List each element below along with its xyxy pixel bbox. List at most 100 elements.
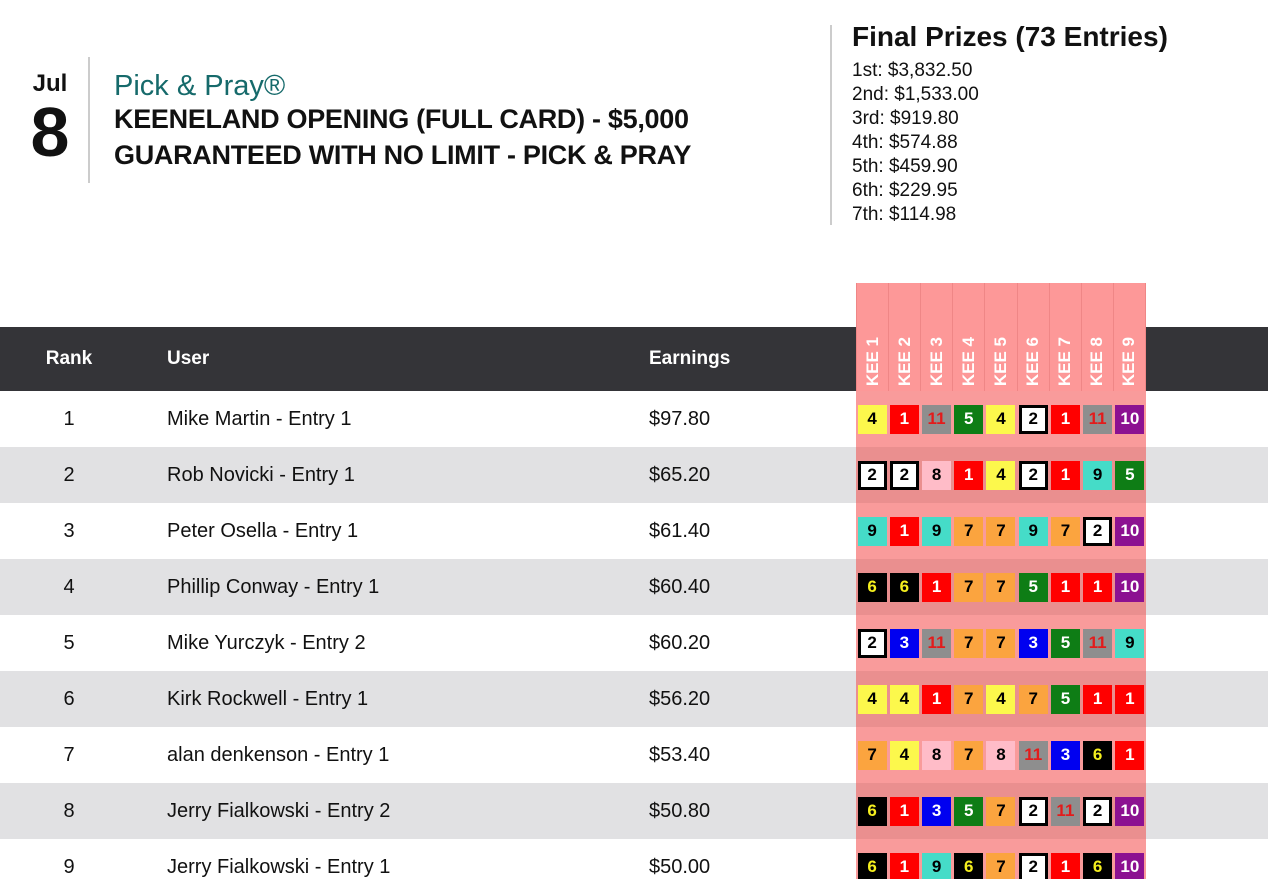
table-row: 9 Jerry Fialkowski - Entry 1 $50.00 6 1 9 6 7 2 1… — [0, 839, 1268, 879]
pick-slot: 8 — [920, 460, 952, 490]
pick-slot: 6 — [888, 572, 920, 602]
rank-cell: 7 — [63, 744, 75, 766]
race-column-label: KEE 4 — [958, 336, 978, 386]
pick-slot: 1 — [1082, 684, 1114, 714]
pick-slot: 9 — [920, 852, 952, 879]
pick-saddlecloth-11: 11 — [922, 628, 952, 658]
pick-saddlecloth-8: 8 — [986, 740, 1016, 770]
pick-slot: 10 — [1114, 852, 1146, 879]
pick-saddlecloth-7: 7 — [986, 852, 1016, 879]
prize-line: 6th: $229.95 — [852, 180, 958, 201]
pick-slot: 1 — [1082, 572, 1114, 602]
pick-saddlecloth-1: 1 — [1083, 684, 1113, 714]
earnings-column-header: Earnings — [649, 348, 731, 369]
pick-saddlecloth-11: 11 — [922, 404, 952, 434]
pick-slot: 7 — [953, 740, 985, 770]
pick-slot: 7 — [1049, 516, 1081, 546]
pick-saddlecloth-10: 10 — [1115, 404, 1145, 434]
pick-saddlecloth-1: 1 — [889, 516, 919, 546]
earnings-cell: $50.80 — [649, 800, 711, 822]
pick-slot: 7 — [953, 628, 985, 658]
pick-slot: 1 — [1049, 852, 1081, 879]
rank-cell: 3 — [63, 520, 75, 542]
pick-slot: 9 — [1017, 516, 1049, 546]
pick-slot: 6 — [856, 572, 888, 602]
pick-saddlecloth-6: 6 — [857, 796, 887, 826]
pick-slot: 5 — [1049, 628, 1081, 658]
pick-slot: 4 — [888, 740, 920, 770]
pick-slot: 6 — [1082, 740, 1114, 770]
pick-saddlecloth-2: 2 — [889, 460, 919, 490]
table-row: 4 Phillip Conway - Entry 1 $60.40 6 6 1 7 7 5 1 1 1… — [0, 559, 1268, 615]
pick-saddlecloth-1: 1 — [1050, 852, 1080, 879]
pick-saddlecloth-1: 1 — [1115, 740, 1145, 770]
user-cell: Rob Novicki - Entry 1 — [167, 464, 355, 486]
table-row: 8 Jerry Fialkowski - Entry 2 $50.80 6 1 3 5 7 2 1… — [0, 783, 1268, 839]
pick-saddlecloth-1: 1 — [1050, 572, 1080, 602]
pick-slot: 10 — [1114, 516, 1146, 546]
race-column-label: KEE 6 — [1023, 336, 1043, 386]
pick-slot: 7 — [953, 516, 985, 546]
pick-slot: 9 — [856, 516, 888, 546]
pick-saddlecloth-11: 11 — [1083, 404, 1113, 434]
pick-slot: 1 — [888, 516, 920, 546]
pick-saddlecloth-7: 7 — [954, 740, 984, 770]
pick-saddlecloth-7: 7 — [954, 684, 984, 714]
contest-title-line-2: GUARANTEED WITH NO LIMIT - PICK & PRAY — [114, 140, 692, 170]
event-date-month: Jul — [32, 70, 68, 97]
pick-slot: 1 — [1114, 740, 1146, 770]
pick-saddlecloth-9: 9 — [922, 516, 952, 546]
user-cell: Peter Osella - Entry 1 — [167, 520, 359, 542]
pick-saddlecloth-2: 2 — [857, 628, 887, 658]
pick-saddlecloth-7: 7 — [1018, 684, 1048, 714]
pick-slot: 2 — [856, 460, 888, 490]
race-column-tab: KEE 9 — [1113, 283, 1146, 391]
pick-slot: 5 — [953, 404, 985, 434]
earnings-cell: $97.80 — [649, 408, 711, 430]
rank-cell: 9 — [63, 856, 75, 878]
pick-slot: 6 — [953, 852, 985, 879]
pick-slot: 5 — [953, 796, 985, 826]
pick-slot: 10 — [1114, 572, 1146, 602]
pick-slot: 4 — [856, 684, 888, 714]
pick-slot: 10 — [1114, 796, 1146, 826]
pick-slot: 5 — [1049, 684, 1081, 714]
prize-line: 7th: $114.98 — [852, 204, 957, 225]
pick-slot: 1 — [953, 460, 985, 490]
prize-line: 4th: $574.88 — [852, 132, 958, 153]
pick-saddlecloth-11: 11 — [1018, 740, 1048, 770]
earnings-cell: $53.40 — [649, 744, 711, 766]
picks-strip: 6 1 9 6 7 2 1 6 10 — [856, 839, 1146, 879]
pick-saddlecloth-5: 5 — [954, 404, 984, 434]
pick-saddlecloth-1: 1 — [922, 572, 952, 602]
rank-cell: 5 — [63, 632, 75, 654]
race-column-tab: KEE 8 — [1081, 283, 1114, 391]
prize-line: 1st: $3,832.50 — [852, 60, 973, 81]
pick-saddlecloth-1: 1 — [889, 404, 919, 434]
pick-slot: 1 — [920, 684, 952, 714]
pick-saddlecloth-1: 1 — [1083, 572, 1113, 602]
pick-slot: 9 — [1082, 460, 1114, 490]
user-cell: Phillip Conway - Entry 1 — [167, 576, 380, 598]
pick-saddlecloth-3: 3 — [1050, 740, 1080, 770]
pick-saddlecloth-7: 7 — [986, 796, 1016, 826]
user-cell: alan denkenson - Entry 1 — [167, 744, 390, 766]
pick-saddlecloth-1: 1 — [1050, 460, 1080, 490]
race-column-label: KEE 2 — [894, 336, 914, 386]
pick-saddlecloth-3: 3 — [922, 796, 952, 826]
pick-saddlecloth-5: 5 — [954, 796, 984, 826]
pick-slot: 2 — [1017, 796, 1049, 826]
pick-saddlecloth-10: 10 — [1115, 572, 1145, 602]
pick-slot: 1 — [888, 852, 920, 879]
pick-slot: 4 — [888, 684, 920, 714]
pick-saddlecloth-7: 7 — [954, 516, 984, 546]
pick-slot: 2 — [1017, 460, 1049, 490]
pick-saddlecloth-2: 2 — [1018, 404, 1048, 434]
table-row: 1 Mike Martin - Entry 1 $97.80 4 1 11 5 4 2 1 11 10 — [0, 391, 1268, 447]
user-cell: Kirk Rockwell - Entry 1 — [167, 688, 369, 710]
pick-slot: 7 — [953, 684, 985, 714]
pick-slot: 3 — [888, 628, 920, 658]
rank-cell: 1 — [63, 408, 75, 430]
pick-slot: 1 — [1049, 460, 1081, 490]
